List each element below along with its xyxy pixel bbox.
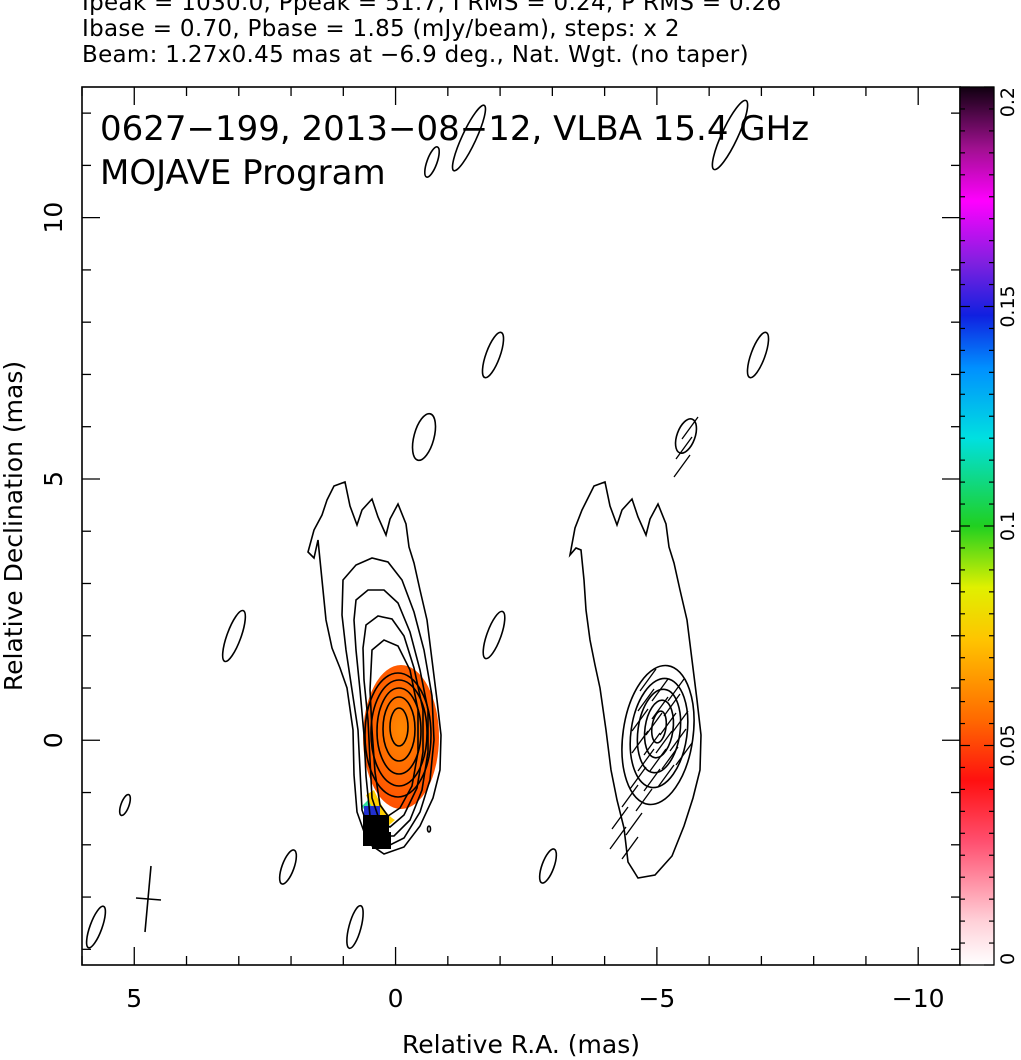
x-tick-label: 5 bbox=[126, 984, 142, 1013]
contour-level-7 bbox=[370, 679, 428, 787]
x-tick-label: −5 bbox=[638, 984, 675, 1013]
evpa-vector bbox=[635, 788, 653, 812]
axis-tick-labels: 5 0 −5 −10 0 5 10 bbox=[39, 202, 945, 1013]
contour-level-3 bbox=[353, 589, 429, 837]
evpa-vector bbox=[671, 710, 689, 734]
polarization-outer-contour bbox=[568, 480, 702, 879]
contour-level-2 bbox=[341, 557, 435, 848]
noise-contour bbox=[481, 331, 505, 379]
noise-contour bbox=[451, 104, 487, 172]
noise-contour bbox=[423, 146, 441, 178]
evpa-vector bbox=[629, 766, 647, 790]
noise-contour bbox=[411, 412, 437, 462]
polarization-contour bbox=[636, 688, 682, 774]
evpa-vector bbox=[649, 748, 667, 772]
evpa-vector bbox=[657, 764, 675, 788]
map-content bbox=[85, 99, 770, 950]
contour-level-4 bbox=[362, 615, 424, 828]
evpa-vector bbox=[645, 712, 663, 736]
noise-contour bbox=[746, 331, 770, 379]
polarization-contour bbox=[629, 677, 689, 789]
evpa-vector bbox=[625, 812, 643, 836]
noise-contour bbox=[278, 849, 298, 885]
evpa-vector bbox=[621, 784, 639, 808]
noise-contour bbox=[118, 793, 132, 817]
evpa-vector bbox=[651, 678, 669, 702]
noise-contour bbox=[674, 418, 698, 454]
axis-ticks bbox=[81, 87, 960, 965]
header-line-2: Ibase = 0.70, Pbase = 1.85 (mJy/beam), s… bbox=[82, 16, 680, 42]
y-tick-label: 5 bbox=[39, 471, 68, 487]
noise-contour bbox=[426, 825, 432, 833]
colorbar-tick-label: 0.1 bbox=[997, 511, 1019, 541]
evpa-vector bbox=[661, 746, 679, 770]
evpa-vector bbox=[655, 730, 673, 754]
colorbar-tick-labels: 0 0.05 0.1 0.15 0.2 bbox=[997, 87, 1019, 965]
contour-level-9 bbox=[382, 696, 416, 762]
contour-level-5 bbox=[369, 639, 419, 818]
noise-contour bbox=[221, 609, 247, 663]
y-tick-label: 0 bbox=[39, 732, 68, 748]
evpa-vector bbox=[643, 768, 661, 792]
polarization-contour bbox=[621, 664, 695, 806]
annotation-program: MOJAVE Program bbox=[100, 153, 386, 193]
evpa-vector bbox=[675, 436, 693, 460]
colorbar-ticks bbox=[960, 86, 994, 966]
beam-marker bbox=[135, 865, 162, 933]
evpa-vector bbox=[637, 748, 655, 772]
evpa-vector bbox=[681, 416, 699, 440]
contour-level-1 bbox=[307, 480, 442, 855]
evpa-vector bbox=[631, 708, 649, 732]
evpa-vector bbox=[639, 668, 657, 692]
contour-level-8 bbox=[376, 687, 422, 775]
contour-level-6 bbox=[364, 672, 432, 798]
evpa-vector bbox=[659, 712, 677, 736]
colorbar-tick-label: 0.2 bbox=[997, 87, 1019, 117]
beam-minor-axis bbox=[135, 897, 162, 901]
evpa-vector bbox=[609, 826, 627, 850]
x-tick-label: −10 bbox=[892, 984, 945, 1013]
evpa-vector bbox=[631, 730, 649, 754]
polarization-contours bbox=[568, 480, 702, 879]
evpa-vector bbox=[637, 688, 655, 712]
evpa-vector bbox=[673, 454, 691, 478]
evpa-vector bbox=[621, 836, 639, 860]
noise-contour bbox=[711, 99, 749, 171]
evpa-vector bbox=[643, 732, 661, 756]
header-line-1: Ipeak = 1030.0, Ppeak = 51.7, I RMS = 0.… bbox=[82, 0, 782, 16]
contour-level-10 bbox=[389, 707, 409, 747]
total-intensity-contours bbox=[85, 99, 770, 950]
header-line-3: Beam: 1.27x0.45 mas at −6.9 deg., Nat. W… bbox=[82, 42, 749, 68]
colorbar-tick-label: 0.05 bbox=[997, 724, 1019, 766]
evpa-vector bbox=[669, 728, 687, 752]
noise-contour bbox=[85, 905, 107, 949]
noise-contour bbox=[482, 610, 506, 660]
evpa-vectors bbox=[609, 416, 699, 860]
noise-contour bbox=[538, 848, 558, 884]
evpa-vector bbox=[611, 806, 629, 830]
colorbar-tick-label: 0 bbox=[997, 953, 1019, 965]
evpa-vector bbox=[663, 693, 681, 717]
y-axis-label: Relative Declination (mas) bbox=[0, 361, 28, 691]
plot-frame bbox=[81, 86, 961, 966]
y-tick-label: 10 bbox=[39, 202, 68, 234]
noise-contour bbox=[346, 904, 364, 950]
x-axis-label: Relative R.A. (mas) bbox=[402, 1030, 640, 1059]
polarization-contour bbox=[643, 699, 675, 759]
evpa-vector bbox=[651, 696, 669, 720]
colorbar-tick-label: 0.15 bbox=[997, 285, 1019, 327]
x-tick-label: 0 bbox=[388, 984, 404, 1013]
evpa-vector bbox=[675, 742, 693, 766]
annotation-source: 0627−199, 2013−08−12, VLBA 15.4 GHz bbox=[100, 109, 809, 149]
evpa-vector bbox=[667, 678, 685, 702]
